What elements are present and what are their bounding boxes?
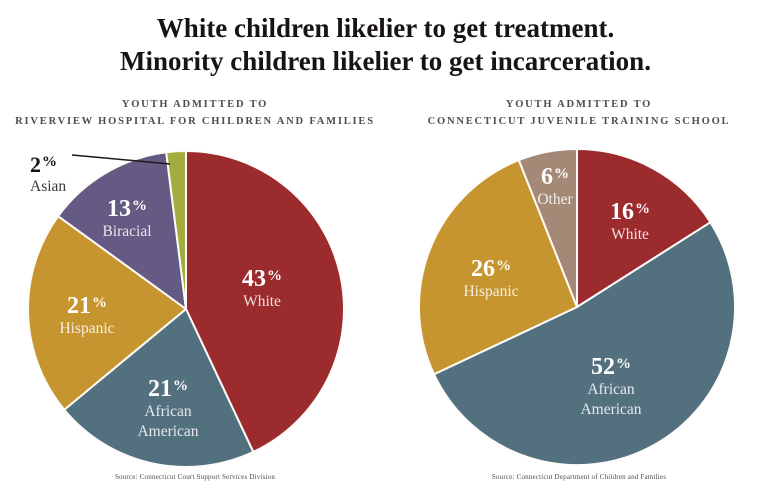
chart-title-line-2: Minority children likelier to get incarc… <box>120 46 651 76</box>
pie-label-name-african-american: American <box>137 423 199 440</box>
pie-label-pct-white: 43% <box>242 266 282 292</box>
pie-label-white: 43% White <box>242 264 282 312</box>
pie-label-name-other: Other <box>537 191 573 208</box>
pie-label-pct-asian: 2% <box>30 152 57 177</box>
pie-label-name-african-american: American <box>580 401 642 418</box>
pie-label-biracial: 13% Biracial <box>102 194 151 242</box>
left-pie-subtitle: YOUTH ADMITTED TO RIVERVIEW HOSPITAL FOR… <box>0 96 390 130</box>
pie-label-pct-hispanic: 21% <box>66 293 107 319</box>
pie-label-pct-other: 6% <box>540 164 569 190</box>
left-pie-subtitle-line-1: YOUTH ADMITTED TO <box>121 99 269 110</box>
pie-label-name-african-american: African <box>587 381 635 398</box>
pie-label-pct-white: 16% <box>610 199 650 225</box>
pie-svg <box>27 150 345 468</box>
pie-label-african-american: 21% African American <box>137 374 198 442</box>
pie-slice-hispanic <box>420 159 578 376</box>
pie-label-hispanic: 26% Hispanic <box>463 254 518 302</box>
pie-label-asian: 2% Asian <box>30 150 66 197</box>
chart-title: White children likelier to get treatment… <box>0 12 771 78</box>
pie-label-white: 16% White <box>610 197 650 245</box>
pie-label-other: 6% Other <box>537 162 572 210</box>
pie-slice-african-american <box>63 308 255 468</box>
pie-chart-juvenile-training-school: 16% White 52% African American 26% Hispanic 6% O… <box>420 150 760 480</box>
pie-slice-other <box>517 150 578 308</box>
pie-label-name-biracial: Biracial <box>102 223 152 240</box>
pie-label-pct-african-american: 52% <box>590 354 631 380</box>
chart-title-line-1: White children likelier to get treatment… <box>156 13 615 43</box>
pie-slice-asian <box>165 150 187 310</box>
right-pie-subtitle-line-2: CONNECTICUT JUVENILE TRAINING SCHOOL <box>427 116 731 127</box>
pie-label-name-white: White <box>611 226 649 243</box>
pie-chart-riverview-hospital: 43% White 21% African American 21% Hispanic 13%… <box>20 145 360 475</box>
pie-slice-hispanic <box>27 215 187 411</box>
pie-svg <box>420 150 736 467</box>
pie-label-pct-hispanic: 26% <box>470 256 511 282</box>
right-pie-subtitle-line-1: YOUTH ADMITTED TO <box>505 99 653 110</box>
pie-slice-white <box>185 150 345 453</box>
right-pie-subtitle: YOUTH ADMITTED TO CONNECTICUT JUVENILE T… <box>400 96 758 130</box>
pie-label-name-asian: Asian <box>30 178 67 195</box>
left-pie-subtitle-line-2: RIVERVIEW HOSPITAL FOR CHILDREN AND FAMI… <box>15 116 375 127</box>
right-pie-source: Source: Connecticut Department of Childr… <box>491 473 667 481</box>
pie-label-name-hispanic: Hispanic <box>59 320 115 337</box>
pie-label-pct-biracial: 13% <box>107 196 147 222</box>
pie-label-name-hispanic: Hispanic <box>463 283 519 300</box>
left-pie-source: Source: Connecticut Court Support Servic… <box>114 473 276 481</box>
pie-slice-african-american <box>433 221 736 467</box>
pie-label-pct-african-american: 21% <box>147 376 188 402</box>
pie-label-hispanic: 21% Hispanic <box>59 291 114 339</box>
pie-slice-white <box>576 150 712 308</box>
pie-slice-biracial <box>57 151 187 310</box>
pie-label-name-african-american: African <box>144 403 192 420</box>
pie-label-name-white: White <box>243 293 281 310</box>
pie-label-african-american: 52% African American <box>580 352 641 420</box>
leader-line-asian <box>71 154 171 165</box>
